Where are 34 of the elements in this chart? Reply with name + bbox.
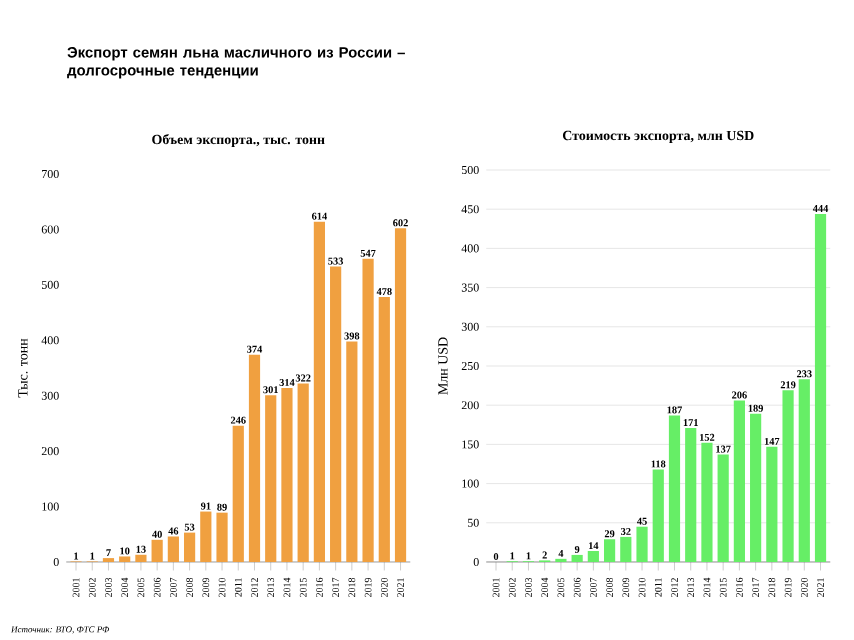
bar: [668, 415, 681, 562]
bar: [216, 512, 228, 562]
bar: [281, 387, 293, 562]
bar: [362, 258, 374, 562]
bar: [620, 536, 632, 562]
bar: [346, 341, 358, 562]
bar: [232, 425, 244, 562]
bar: [119, 556, 131, 562]
bar: [571, 554, 583, 562]
bar: [248, 354, 261, 562]
bar: [685, 427, 697, 562]
bar: [636, 526, 648, 562]
bar: [265, 395, 277, 562]
bar: [313, 221, 325, 562]
bar: [652, 469, 664, 562]
bar: [750, 413, 762, 562]
bar: [151, 539, 163, 562]
bar: [183, 532, 196, 562]
bar: [330, 266, 342, 562]
bar: [766, 446, 778, 562]
bar: [167, 536, 179, 562]
bar: [135, 554, 147, 562]
bar: [603, 539, 616, 562]
bar: [587, 550, 599, 562]
bar: [394, 228, 407, 562]
bar: [733, 400, 745, 562]
bar: [378, 296, 390, 562]
bar: [297, 383, 309, 562]
bar: [200, 511, 212, 562]
bar: [701, 442, 713, 562]
bar: [717, 454, 729, 562]
bar: [782, 390, 794, 562]
bar: [798, 379, 810, 562]
bar: [814, 213, 827, 562]
